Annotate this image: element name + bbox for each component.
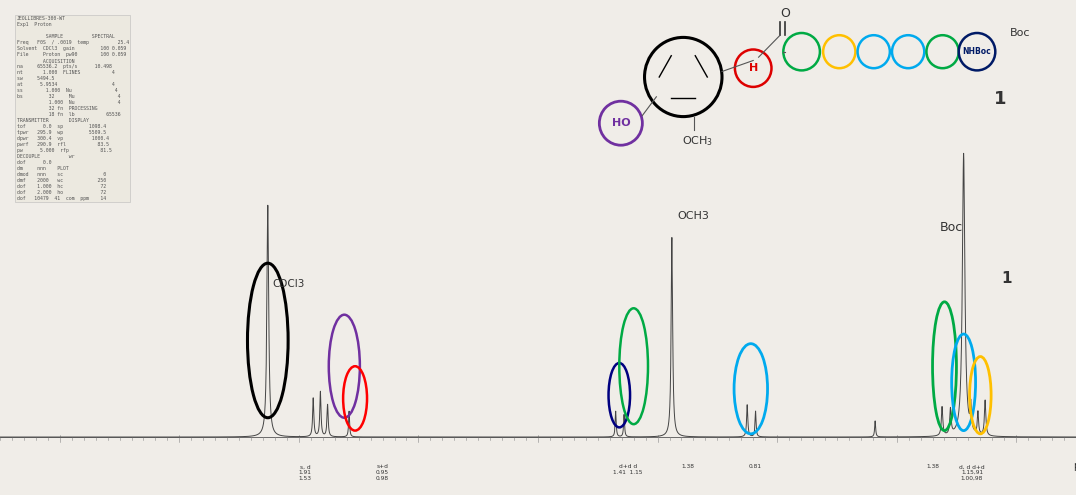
Text: 0.81: 0.81 [749, 464, 762, 469]
Text: s+d
0.95
0.98: s+d 0.95 0.98 [376, 464, 390, 481]
Text: s, d
1.91
1.53: s, d 1.91 1.53 [298, 464, 311, 481]
Text: CDCl3: CDCl3 [272, 279, 305, 289]
Text: ppm: ppm [1074, 461, 1076, 471]
Text: H: H [749, 63, 758, 73]
Text: JEOLLIBRES-300-WT
Exp1  Proton

          SAMPLE          SPECTRAL
Freq   F0S  /: JEOLLIBRES-300-WT Exp1 Proton SAMPLE SPE… [17, 16, 129, 201]
Text: OCH$_3$: OCH$_3$ [681, 134, 713, 148]
Text: 1: 1 [1002, 271, 1011, 286]
Text: OCH3: OCH3 [678, 211, 709, 221]
Text: 1.38: 1.38 [681, 464, 694, 469]
Text: 1.38: 1.38 [926, 464, 939, 469]
Text: O: O [780, 7, 791, 20]
Text: NHBoc: NHBoc [963, 47, 991, 56]
Text: d, d d+d
1.15,91
1.00,98: d, d d+d 1.15,91 1.00,98 [959, 464, 985, 481]
Text: Boc: Boc [940, 221, 963, 234]
Text: 1: 1 [994, 90, 1007, 108]
Text: HO: HO [611, 118, 631, 128]
Text: d+d d
1.41  1.15: d+d d 1.41 1.15 [613, 464, 642, 475]
Text: Boc: Boc [1010, 28, 1031, 38]
